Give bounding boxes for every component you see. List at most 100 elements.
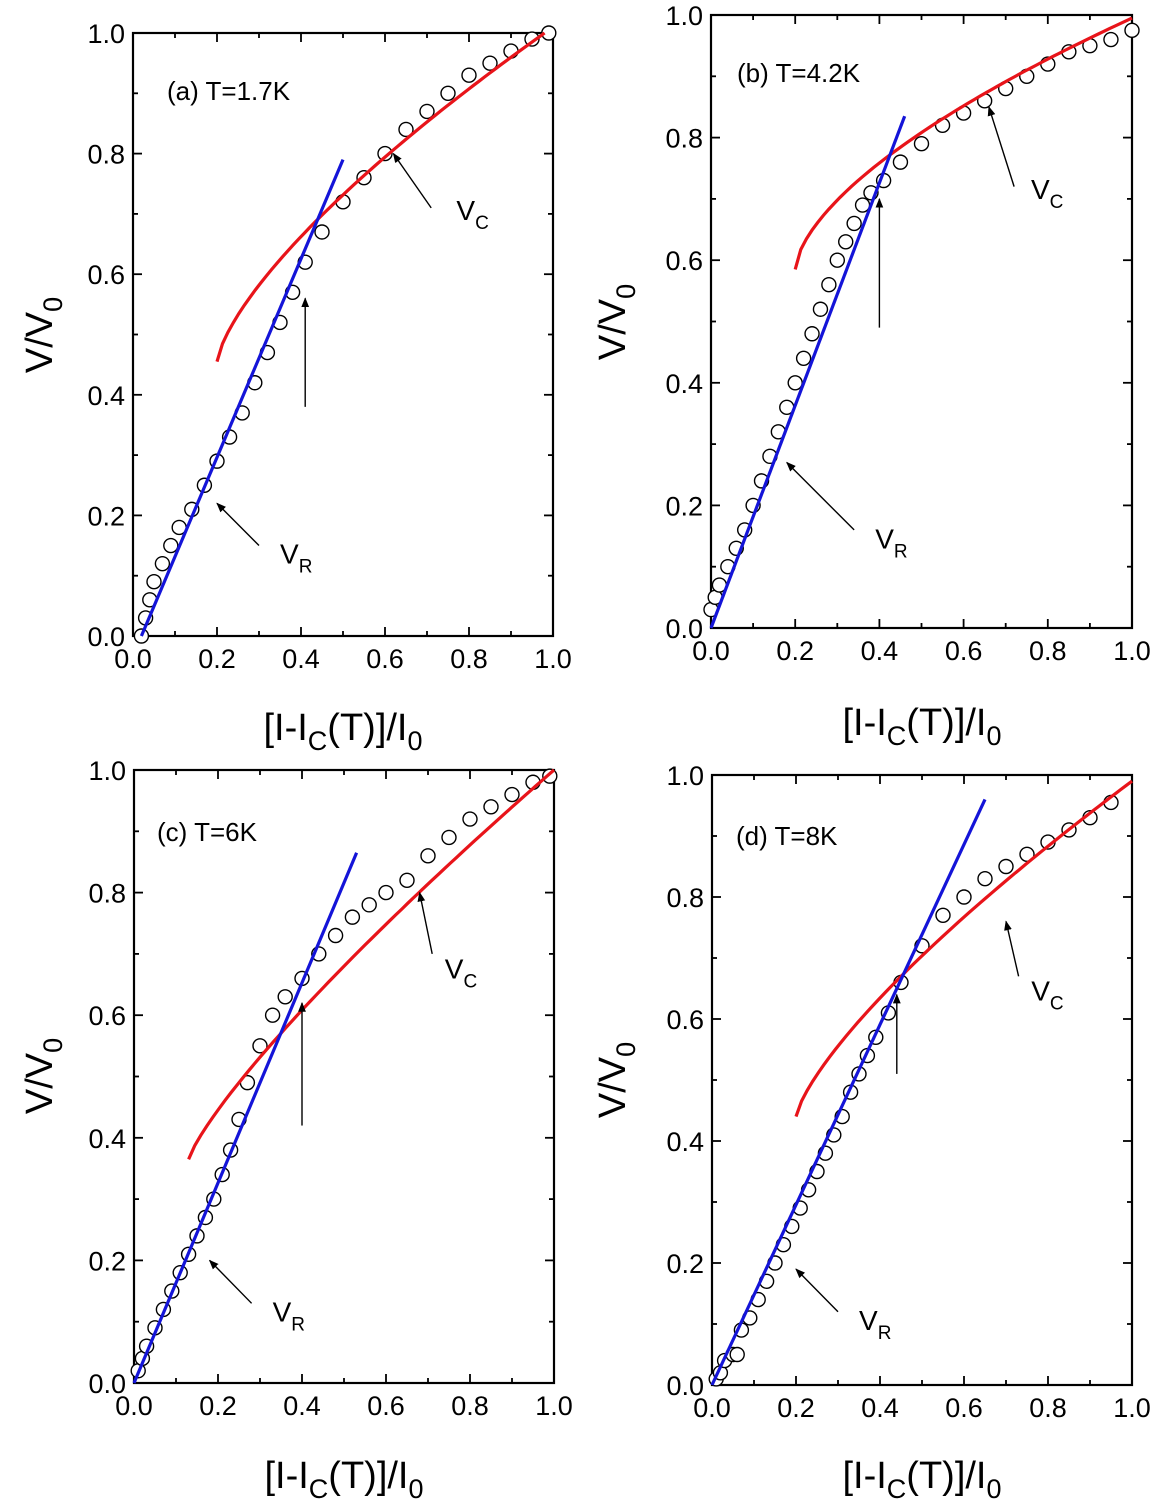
y-tick-label: 0.4 — [665, 369, 703, 399]
annotation-label-vr: VR — [280, 539, 312, 578]
data-points — [133, 25, 557, 644]
y-tick-label: 1.0 — [666, 761, 704, 791]
data-point — [956, 889, 972, 905]
data-point — [252, 1038, 268, 1054]
data-point — [361, 897, 377, 913]
x-tick-label: 1.0 — [1113, 636, 1151, 666]
annotation-arrow — [208, 1259, 253, 1304]
data-point — [977, 871, 993, 887]
fit-curve-vc — [793, 16, 1133, 270]
data-point — [163, 537, 179, 554]
x-tick-label: 0.6 — [366, 644, 404, 674]
data-point — [795, 350, 812, 366]
fit-curve-vc — [215, 31, 546, 363]
y-tick-label: 0.6 — [665, 246, 703, 276]
x-tick-label: 0.8 — [451, 1391, 489, 1421]
x-tick-label: 0.0 — [115, 1391, 153, 1421]
y-tick-label: 1.0 — [88, 756, 126, 786]
y-tick-label: 0.4 — [88, 1124, 126, 1154]
y-tick-label: 0.4 — [87, 381, 125, 411]
data-point — [378, 884, 394, 901]
x-tick-label: 0.4 — [861, 1393, 899, 1423]
annotation-arrow — [1004, 920, 1020, 977]
y-axis-label: V/V0 — [592, 284, 641, 360]
annotation-label-vc: VC — [445, 953, 477, 992]
data-point — [846, 215, 862, 232]
annotation-arrow — [392, 152, 432, 209]
fit-line-vr — [709, 115, 907, 629]
data-point — [483, 799, 499, 815]
annotation-label-vr: VR — [273, 1297, 305, 1336]
x-tick-label: 1.0 — [534, 644, 572, 674]
x-axis-label: [I-IC(T)]/I0 — [842, 1455, 1001, 1504]
data-point — [420, 848, 436, 864]
data-points — [708, 794, 1119, 1387]
plot-frame — [709, 13, 1134, 630]
y-tick-label: 0.8 — [87, 140, 125, 170]
fit-line-vr — [132, 852, 359, 1384]
data-point — [154, 555, 171, 572]
fit-line-vr — [139, 159, 345, 637]
annotation-arrow — [786, 461, 855, 531]
annotation-label-vc: VC — [1031, 174, 1063, 213]
fit-line-vr — [710, 798, 987, 1386]
x-tick-label: 1.0 — [1113, 1393, 1151, 1423]
data-point — [524, 31, 540, 47]
x-tick-label: 0.8 — [1029, 636, 1067, 666]
data-point — [787, 375, 803, 391]
data-point — [377, 145, 393, 162]
y-tick-label: 0.6 — [87, 260, 125, 290]
data-point — [419, 103, 435, 120]
x-tick-label: 0.8 — [1029, 1393, 1067, 1423]
data-point — [1124, 22, 1140, 39]
x-axis-label: [I-IC(T)]/I0 — [264, 1455, 423, 1504]
y-axis-label: V/V0 — [592, 1042, 641, 1118]
annotation-label-vc: VC — [456, 195, 488, 234]
data-point — [998, 858, 1014, 875]
data-point — [892, 154, 909, 170]
x-tick-label: 0.2 — [776, 636, 814, 666]
data-point — [829, 252, 845, 268]
y-tick-label: 0.8 — [88, 879, 126, 909]
annotation-arrow — [417, 891, 433, 955]
y-tick-label: 0.6 — [88, 1001, 126, 1031]
data-point — [913, 136, 930, 152]
x-tick-label: 0.0 — [692, 636, 730, 666]
x-tick-label: 0.4 — [283, 1391, 321, 1421]
data-point — [812, 301, 829, 317]
y-axis-label: V/V0 — [19, 297, 68, 373]
x-axis-label: [I-IC(T)]/I0 — [842, 702, 1001, 751]
panel-a: 0.0 0.2 0.4 0.6 0.8 1.0 0.0 0.2 0.4 0.6 0.8 1.0 VC VR… — [19, 19, 572, 756]
data-point — [314, 224, 330, 240]
y-tick-label: 0.4 — [666, 1127, 704, 1157]
data-point — [838, 234, 854, 250]
y-tick-label: 0.2 — [665, 491, 703, 521]
panel-c: 0.0 0.2 0.4 0.6 0.8 1.0 0.0 0.2 0.4 0.6 0.8 1.0 VC VR… — [19, 756, 573, 1504]
x-tick-label: 0.0 — [114, 644, 152, 674]
data-point — [935, 907, 951, 923]
x-tick-label: 0.4 — [861, 636, 899, 666]
annotation-arrow — [795, 1268, 839, 1313]
x-tick-label: 0.0 — [693, 1393, 731, 1423]
annotation-label-vr: VR — [859, 1305, 891, 1344]
data-points — [130, 768, 558, 1379]
data-point — [344, 909, 361, 925]
panel-label: (b) T=4.2K — [737, 58, 861, 88]
data-point — [541, 25, 557, 41]
data-point — [504, 786, 520, 803]
panel-b: 0.0 0.2 0.4 0.6 0.8 1.0 0.0 0.2 0.4 0.6 0.8 1.0 VC VR… — [592, 1, 1151, 751]
y-axis-label: V/V0 — [19, 1038, 68, 1114]
data-point — [441, 829, 457, 846]
plot-frame — [710, 773, 1134, 1387]
fit-curve-vc — [187, 768, 556, 1160]
data-point — [729, 1346, 745, 1363]
y-tick-label: 0.8 — [666, 883, 704, 913]
x-tick-label: 0.6 — [945, 1393, 983, 1423]
x-tick-label: 0.6 — [945, 636, 983, 666]
data-point — [277, 989, 293, 1005]
data-point — [461, 67, 477, 83]
data-points — [703, 22, 1140, 618]
data-point — [264, 1007, 281, 1023]
data-point — [399, 872, 415, 889]
